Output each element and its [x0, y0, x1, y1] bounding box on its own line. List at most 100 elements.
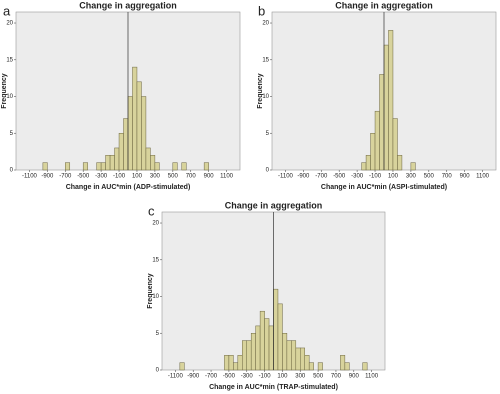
- bar: [361, 162, 367, 171]
- x-tick-label: -500: [223, 374, 236, 380]
- y-tick-label: 0: [266, 168, 270, 174]
- y-tick-label: 5: [10, 131, 14, 137]
- chart-title: Change in aggregation: [335, 0, 433, 10]
- y-tick-label: 0: [10, 168, 14, 174]
- x-tick-label: 100: [132, 174, 143, 180]
- x-tick-label: 100: [277, 374, 288, 380]
- y-axis-label: Frequency: [147, 273, 154, 309]
- bar: [42, 162, 48, 171]
- y-axis-label: Frequency: [257, 73, 264, 109]
- bar: [362, 362, 368, 371]
- bar: [317, 362, 323, 371]
- x-axis-label: Change in AUC*min (ASPI-stimulated): [321, 184, 447, 191]
- x-tick-label: 300: [150, 174, 161, 180]
- x-tick-label: 1100: [365, 374, 379, 380]
- bar: [233, 362, 239, 371]
- panel-label: b: [258, 3, 265, 18]
- bar: [242, 340, 247, 371]
- bar: [109, 155, 115, 171]
- y-tick-label: 10: [6, 94, 13, 100]
- y-axis-label: Frequency: [1, 73, 8, 109]
- bar: [264, 318, 270, 371]
- x-tick-label: 1100: [220, 174, 234, 180]
- x-tick-label: -300: [95, 174, 108, 180]
- bar: [295, 347, 301, 371]
- x-tick-label: -1100: [22, 174, 38, 180]
- y-tick-label: 20: [262, 21, 269, 27]
- y-tick-label: 0: [156, 368, 160, 374]
- chart-title: Change in aggregation: [225, 200, 323, 210]
- x-tick-label: 300: [406, 174, 417, 180]
- x-tick-label: 500: [168, 174, 179, 180]
- bar: [172, 162, 178, 171]
- x-tick-label: -100: [369, 174, 382, 180]
- bar: [410, 162, 416, 171]
- bar: [65, 162, 71, 171]
- x-tick-label: -500: [77, 174, 90, 180]
- bar: [308, 362, 314, 371]
- bar: [154, 162, 160, 171]
- x-tick-label: -1100: [168, 374, 184, 380]
- x-tick-label: 300: [295, 374, 306, 380]
- bar: [370, 133, 376, 171]
- bar: [179, 362, 185, 371]
- bar: [291, 340, 297, 371]
- bar: [259, 310, 265, 371]
- panel-label: a: [3, 3, 11, 18]
- bar: [136, 81, 142, 171]
- x-tick-label: -500: [333, 174, 346, 180]
- x-tick-label: 900: [349, 374, 360, 380]
- bar: [344, 362, 350, 371]
- bar: [246, 340, 252, 371]
- bar: [379, 74, 385, 171]
- y-tick-label: 5: [156, 331, 160, 337]
- bar: [340, 355, 346, 371]
- bar: [114, 147, 120, 171]
- bar: [255, 325, 261, 371]
- bar: [96, 162, 102, 171]
- bar: [118, 133, 124, 171]
- bar: [250, 333, 256, 371]
- x-axis-label: Change in AUC*min (ADP-stimulated): [66, 184, 191, 191]
- chart-title: Change in aggregation: [79, 0, 177, 10]
- bar: [105, 155, 111, 171]
- bar: [273, 288, 279, 371]
- y-tick-label: 15: [6, 57, 13, 63]
- bar: [383, 44, 389, 171]
- bar: [150, 155, 156, 171]
- x-tick-label: -700: [205, 374, 218, 380]
- x-tick-label: -900: [187, 374, 200, 380]
- bar: [181, 162, 187, 171]
- x-tick-label: -100: [113, 174, 126, 180]
- bar: [397, 155, 403, 171]
- bar: [228, 355, 234, 371]
- x-tick-label: -100: [259, 374, 272, 380]
- bar: [127, 96, 133, 171]
- x-axis-label: Change in AUC*min (TRAP-stimulated): [209, 384, 338, 391]
- x-tick-label: -700: [315, 174, 328, 180]
- bar: [277, 303, 283, 371]
- bar: [237, 355, 243, 371]
- bar: [268, 325, 274, 371]
- y-tick-label: 10: [262, 94, 269, 100]
- bar: [300, 347, 305, 371]
- x-tick-label: -900: [297, 174, 310, 180]
- bar: [132, 66, 138, 171]
- x-tick-label: 500: [424, 174, 435, 180]
- x-tick-label: 700: [331, 374, 342, 380]
- x-tick-label: -900: [41, 174, 54, 180]
- y-tick-label: 20: [6, 21, 13, 27]
- y-tick-label: 5: [266, 131, 270, 137]
- x-tick-label: -300: [241, 374, 254, 380]
- x-tick-label: 700: [186, 174, 197, 180]
- bar: [392, 118, 398, 171]
- y-tick-label: 20: [152, 221, 159, 227]
- x-tick-label: -300: [351, 174, 364, 180]
- bar: [388, 30, 394, 171]
- x-tick-label: 500: [313, 374, 324, 380]
- x-tick-label: -700: [59, 174, 72, 180]
- bar: [374, 110, 380, 171]
- y-tick-label: 15: [262, 57, 269, 63]
- x-tick-label: 1100: [476, 174, 490, 180]
